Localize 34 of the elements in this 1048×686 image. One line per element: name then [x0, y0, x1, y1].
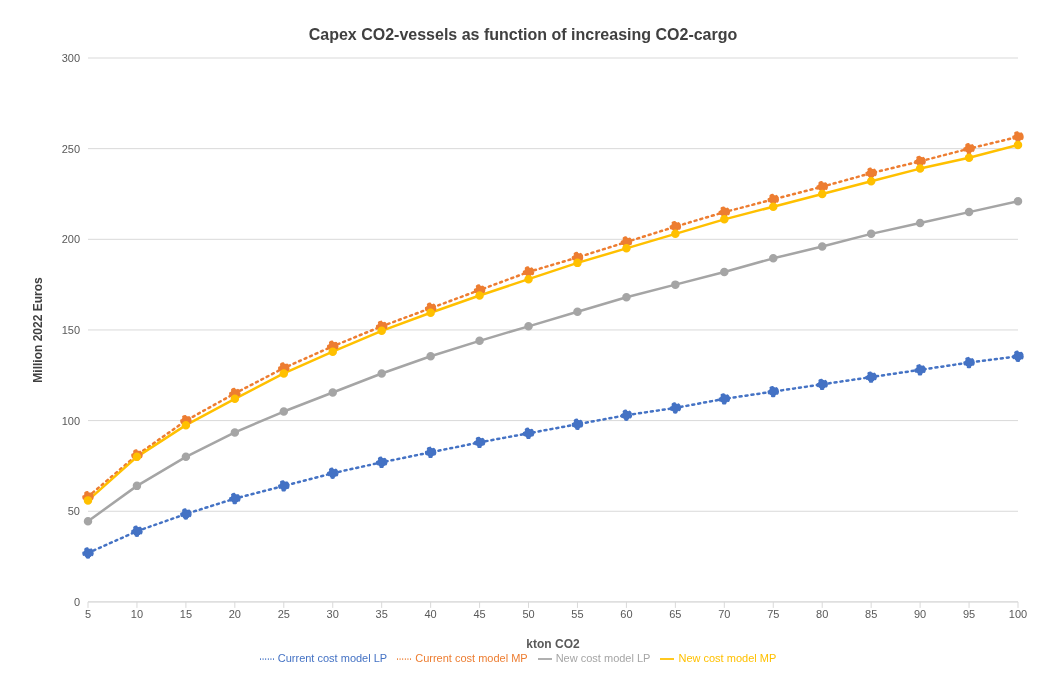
y-tick-label: 250 [61, 142, 80, 155]
x-tick-label: 75 [767, 607, 780, 620]
x-tick-label: 10 [130, 607, 144, 620]
x-tick-label: 35 [375, 607, 388, 620]
x-tick-label: 20 [228, 607, 241, 620]
y-tick-label: 100 [61, 414, 80, 427]
y-tick-label: 300 [61, 51, 80, 64]
y-tick-label: 50 [67, 505, 80, 518]
x-tick-label: 85 [865, 607, 878, 620]
legend-label: Current cost model MP [415, 651, 528, 664]
x-tick-label: 60 [620, 607, 633, 620]
x-tick-label: 25 [277, 607, 290, 620]
x-tick-label: 70 [718, 607, 731, 620]
x-tick-label: 95 [962, 607, 976, 620]
y-tick-label: 200 [61, 233, 80, 246]
x-tick-label: 65 [669, 607, 682, 620]
x-tick-label: 100 [1008, 607, 1028, 620]
x-tick-label: 45 [473, 607, 486, 620]
x-tick-label: 30 [326, 607, 339, 620]
x-tick-label: 40 [424, 607, 437, 620]
x-tick-label: 15 [179, 607, 193, 620]
legend-label: New cost model MP [678, 651, 777, 664]
chart-title: Capex CO2-vessels as function of increasing CO2-cargo [307, 26, 739, 44]
x-axis-title: kton CO2 [526, 636, 580, 651]
x-tick-label: 50 [522, 607, 535, 620]
x-tick-label: 90 [913, 607, 927, 620]
legend-label: Current cost model LP [277, 651, 388, 664]
legend-label: New cost model LP [555, 651, 651, 664]
y-tick-label: 150 [61, 323, 80, 336]
y-axis-title: Million 2022 Euros [31, 276, 46, 383]
x-tick-label: 55 [571, 607, 584, 620]
x-tick-label: 80 [816, 607, 829, 620]
y-tick-label: 0 [73, 595, 80, 608]
x-tick-label: 5 [84, 607, 92, 620]
